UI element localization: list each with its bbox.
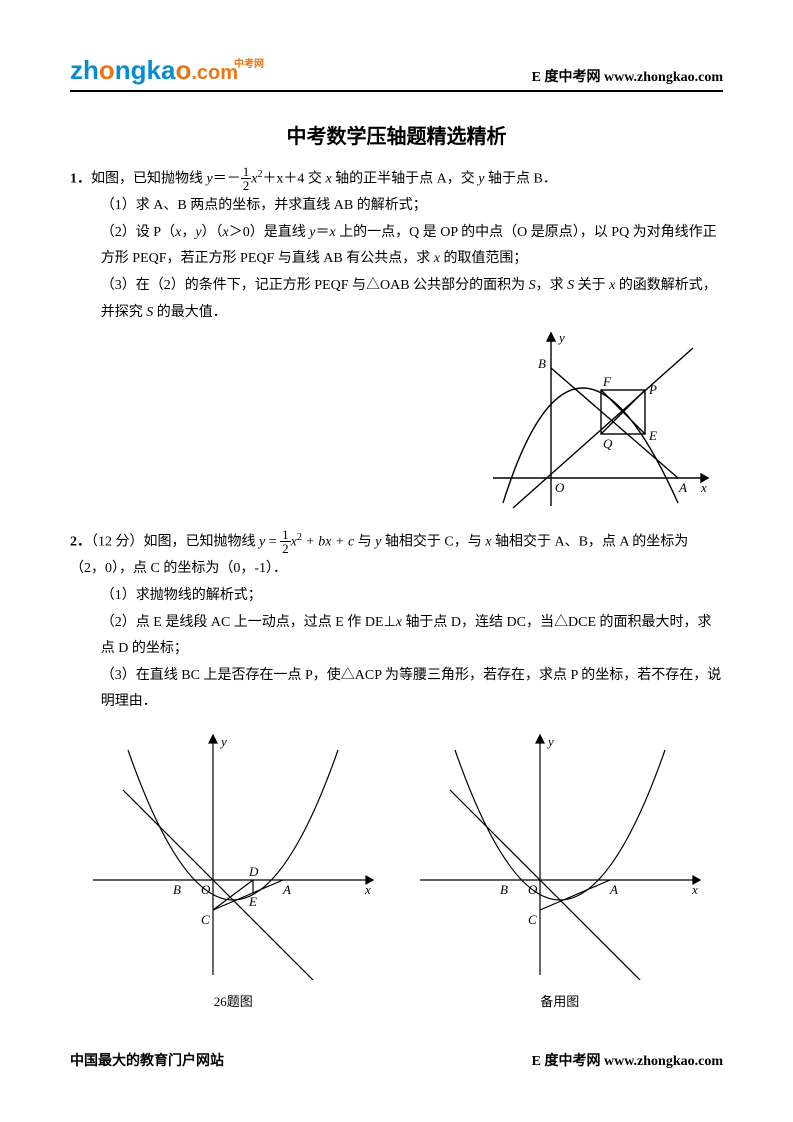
p1-q2d: ＞0）是直线 bbox=[229, 225, 310, 240]
logo-p5: .com bbox=[191, 62, 238, 84]
fig1-label-E: E bbox=[648, 428, 657, 443]
figure-3-caption: 备用图 bbox=[410, 991, 710, 1010]
p1-q2b: ， bbox=[181, 225, 195, 240]
fig1-label-F: F bbox=[602, 374, 612, 389]
p2-eq-eq: = bbox=[265, 535, 280, 550]
p1-q3e: 的最大值． bbox=[153, 305, 227, 320]
problem-2: 2．（12 分）如图，已知抛物线 y = 12x2 + bx + c 与 y 轴… bbox=[70, 528, 723, 716]
fig3-y: y bbox=[546, 734, 554, 749]
p1-frac-num: 1 bbox=[241, 165, 252, 179]
fig1-label-x: x bbox=[700, 480, 707, 495]
p1-frac-den: 2 bbox=[241, 179, 252, 192]
p2-q2a: （2）点 E 是线段 AC 上一动点，过点 E 作 DE⊥ bbox=[101, 615, 396, 630]
fig1-label-B: B bbox=[538, 356, 546, 371]
figure-1-wrap: B F P Q E O A x y bbox=[70, 338, 723, 528]
p1-q1: （1）求 A、B 两点的坐标，并求直线 AB 的解析式； bbox=[70, 193, 723, 220]
fig1-label-P: P bbox=[648, 382, 657, 397]
p2-q3: （3）在直线 BC 上是否存在一点 P，使△ACP 为等腰三角形，若存在，求点 … bbox=[70, 663, 723, 716]
p2-frac-den: 2 bbox=[280, 542, 291, 555]
logo-p1: zh bbox=[70, 55, 99, 85]
p2-stem-a: （12 分）如图，已知抛物线 bbox=[91, 535, 259, 550]
figure-2-col: y x B O A C D E 26题图 bbox=[83, 730, 383, 1010]
fig2-A: A bbox=[282, 882, 291, 897]
fig1-label-O: O bbox=[555, 480, 565, 495]
p1-eq-rest: ＋x＋4 交 bbox=[262, 172, 325, 187]
problem-2-number: 2． bbox=[70, 535, 91, 550]
fig3-x: x bbox=[691, 882, 698, 897]
page-title: 中考数学压轴题精选精析 bbox=[70, 120, 723, 149]
p1-stem-c: 轴于点 B． bbox=[485, 172, 557, 187]
p1-q2g: 的取值范围； bbox=[440, 251, 528, 266]
p2-stem-c: 轴相交于 C，与 bbox=[381, 535, 485, 550]
p1-q3a: （3）在（2）的条件下，记正方形 PEQF 与△OAB 公共部分的面积为 bbox=[101, 278, 529, 293]
footer-left: 中国最大的教育门户网站 bbox=[70, 1050, 224, 1070]
p1-fraction: 12 bbox=[241, 165, 252, 192]
p1-stem-a: 如图，已知抛物线 bbox=[91, 172, 207, 187]
p1-q2a: （2）设 P（ bbox=[101, 225, 175, 240]
fig1-label-y: y bbox=[557, 330, 565, 345]
p2-q2: （2）点 E 是线段 AC 上一动点，过点 E 作 DE⊥x 轴于点 D，连结 … bbox=[70, 610, 723, 663]
p1-q3-S: S bbox=[529, 278, 536, 293]
page-header: zhongkao.com中考网 E 度中考网 www.zhongkao.com bbox=[70, 55, 723, 92]
p2-fraction: 12 bbox=[280, 528, 291, 555]
p2-frac-num: 1 bbox=[280, 528, 291, 542]
problem-1-stem: 1．如图，已知抛物线 y＝－12x2＋x＋4 交 x 轴的正半轴于点 A，交 y… bbox=[70, 165, 723, 193]
logo: zhongkao.com中考网 bbox=[70, 55, 268, 86]
p1-q2: （2）设 P（x，y）（x＞0）是直线 y＝x 上的一点，Q 是 OP 的中点（… bbox=[70, 220, 723, 273]
fig1-label-A: A bbox=[678, 480, 687, 495]
fig1-label-Q: Q bbox=[603, 436, 613, 451]
p1-q3b: ，求 bbox=[536, 278, 568, 293]
figure-1: B F P Q E O A x y bbox=[483, 328, 713, 518]
fig3-A: A bbox=[609, 882, 618, 897]
fig2-B: B bbox=[173, 882, 181, 897]
footer-right: E 度中考网 www.zhongkao.com bbox=[532, 1050, 723, 1070]
fig2-O: O bbox=[201, 882, 211, 897]
fig3-B: B bbox=[500, 882, 508, 897]
fig2-E: E bbox=[248, 894, 257, 909]
logo-sub: 中考网 bbox=[234, 59, 264, 70]
p1-q2c: ）（ bbox=[202, 225, 223, 240]
fig2-C: C bbox=[201, 912, 210, 927]
header-right: E 度中考网 www.zhongkao.com bbox=[532, 66, 723, 86]
fig2-y: y bbox=[219, 734, 227, 749]
p2-stem-b: 与 bbox=[354, 535, 375, 550]
fig3-O: O bbox=[528, 882, 538, 897]
figure-2-caption: 26题图 bbox=[83, 991, 383, 1010]
page-footer: 中国最大的教育门户网站 E 度中考网 www.zhongkao.com bbox=[70, 1050, 723, 1070]
p1-eq-eq: ＝－ bbox=[213, 172, 241, 187]
fig2-D: D bbox=[248, 864, 259, 879]
p2-eq-rest: + bx + c bbox=[302, 535, 354, 550]
fig2-x: x bbox=[364, 882, 371, 897]
p2-q1: （1）求抛物线的解析式； bbox=[70, 583, 723, 610]
problem-1-number: 1． bbox=[70, 172, 91, 187]
logo-p2: o bbox=[99, 55, 115, 85]
figure-row: y x B O A C D E 26题图 y bbox=[70, 730, 723, 1010]
figure-3-svg: y x B O A C bbox=[410, 730, 710, 980]
figure-2-svg: y x B O A C D E bbox=[83, 730, 383, 980]
p1-q2e: ＝ bbox=[315, 225, 329, 240]
fig3-C: C bbox=[528, 912, 537, 927]
logo-p3: ngka bbox=[115, 55, 176, 85]
figure-1-svg: B F P Q E O A x y bbox=[483, 328, 713, 513]
p1-q3: （3）在（2）的条件下，记正方形 PEQF 与△OAB 公共部分的面积为 S，求… bbox=[70, 273, 723, 326]
problem-2-stem: 2．（12 分）如图，已知抛物线 y = 12x2 + bx + c 与 y 轴… bbox=[70, 528, 723, 583]
p1-stem-b: 轴的正半轴于点 A，交 bbox=[332, 172, 479, 187]
figure-3-col: y x B O A C 备用图 bbox=[410, 730, 710, 1010]
logo-p4: o bbox=[175, 55, 191, 85]
problem-1: 1．如图，已知抛物线 y＝－12x2＋x＋4 交 x 轴的正半轴于点 A，交 y… bbox=[70, 165, 723, 326]
p1-q3c: 关于 bbox=[574, 278, 609, 293]
